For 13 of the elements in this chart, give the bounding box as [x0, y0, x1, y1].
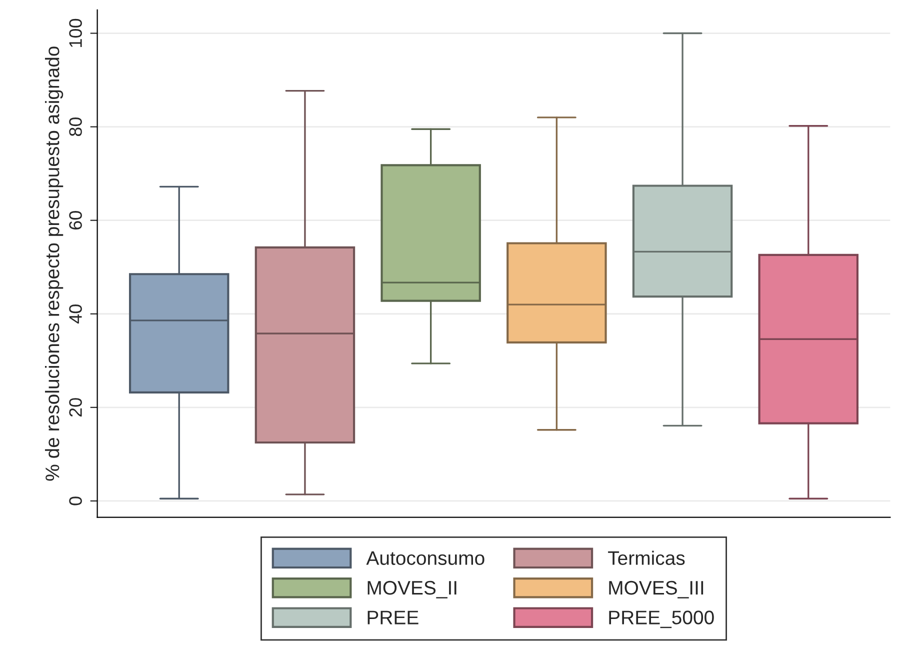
legend-label: MOVES_III [609, 580, 704, 598]
y-tick-label: 0 [69, 496, 82, 506]
legend-label: Termicas [608, 550, 685, 565]
y-tick-label: 40 [69, 304, 82, 324]
y-tick-label: 20 [69, 398, 82, 417]
legend-label: PREE_5000 [609, 610, 714, 628]
y-tick-label: 100 [69, 18, 82, 47]
y-tick-label: 80 [69, 117, 82, 136]
legend-label: PREE [368, 610, 418, 624]
legend-label: MOVES_II [368, 580, 456, 598]
y-axis-title: % de resoluciones respecto presupuesto asignado [44, 46, 64, 481]
y-tick-label: 60 [69, 211, 82, 230]
legend-label: Autoconsumo [366, 551, 484, 565]
